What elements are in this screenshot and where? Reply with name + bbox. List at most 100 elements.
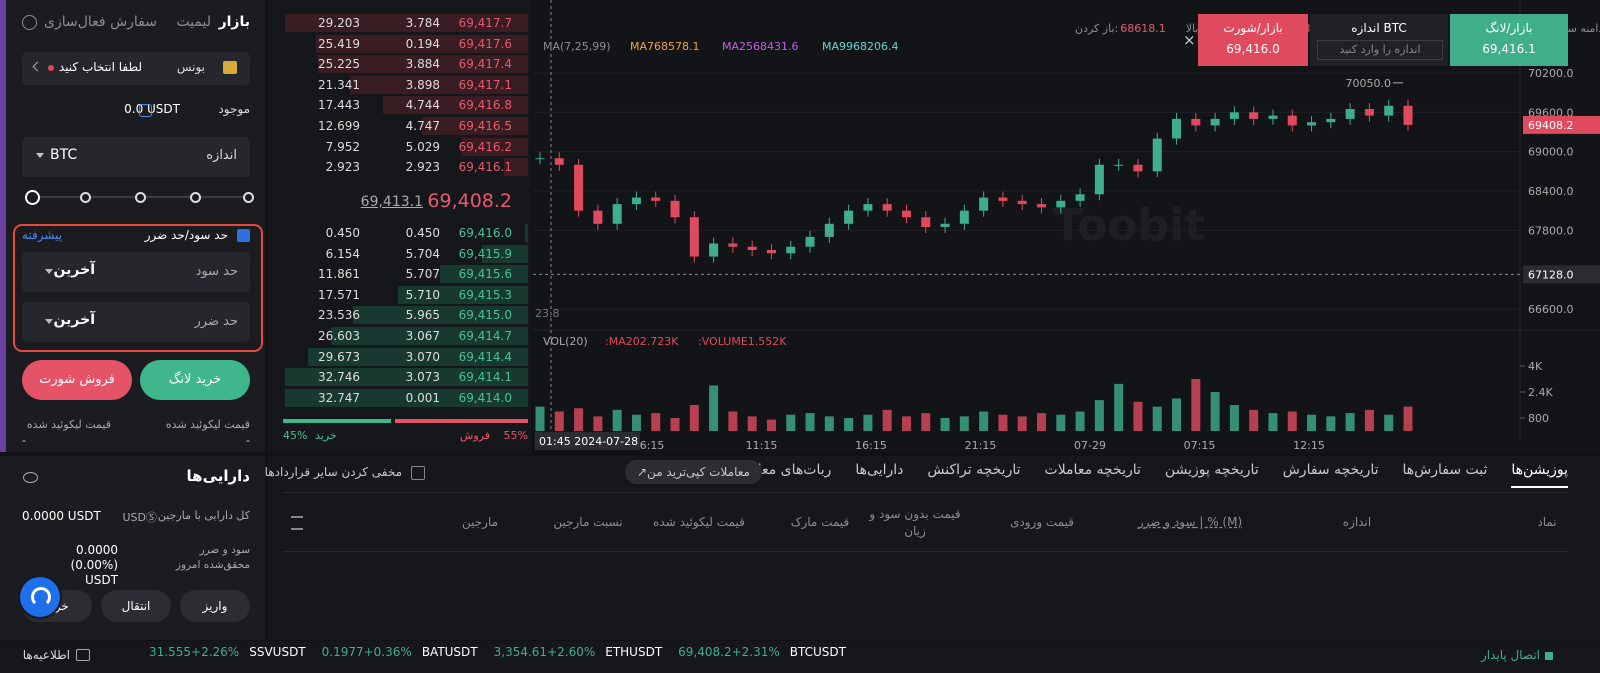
column-header[interactable]: سود و ضرر | % (M) <box>1137 515 1243 529</box>
book-price[interactable]: 69,416.2 <box>458 139 512 154</box>
watermark: Toobit <box>1053 200 1205 251</box>
book-total: 25.419 <box>318 36 360 51</box>
volume-bar <box>921 413 931 431</box>
volume-bar <box>1384 414 1394 431</box>
book-price[interactable]: 69,415.9 <box>458 246 512 261</box>
ticker-item[interactable]: SSVUSDT 31.555+2.26% <box>149 645 306 659</box>
quick-short[interactable] <box>1198 14 1308 66</box>
candle-body <box>979 197 989 211</box>
book-price[interactable]: 69,414.1 <box>458 370 512 385</box>
book-price[interactable]: 69,417.6 <box>458 36 512 51</box>
sell-short-button[interactable]: فروش شورت <box>22 360 132 400</box>
volume-bar <box>979 411 989 431</box>
volume-bar <box>1133 401 1143 431</box>
positions-tab[interactable]: تاریخچه تراکنش <box>927 462 1021 478</box>
volume-bar <box>574 408 584 431</box>
price-type[interactable]: آخرین <box>53 262 95 278</box>
quick-size-input[interactable]: اندازه را وارد کنید <box>1317 40 1443 60</box>
ticker-symbol: BTCUSDT <box>789 645 846 659</box>
positions-tabs: پوزیشن‌ها ثبت سفارش‌ها تاریخچه سفارش تاریخچ… <box>726 462 1568 488</box>
candle-body <box>1114 164 1124 166</box>
candle-body <box>863 204 873 211</box>
tpsl-checkbox[interactable] <box>237 229 250 242</box>
advanced-link[interactable]: پیشرفته <box>22 228 63 242</box>
order-type-tab[interactable]: سفارش فعال‌سازی <box>44 14 157 30</box>
book-price[interactable]: 69,417.4 <box>458 57 512 72</box>
ticker-symbol: ETHUSDT <box>605 645 663 659</box>
book-price[interactable]: 69,416.5 <box>458 119 512 133</box>
order-type-tab[interactable]: بازار <box>218 14 250 30</box>
stop-loss-box[interactable] <box>22 302 250 342</box>
depth-bar <box>422 117 528 135</box>
slider-step[interactable] <box>25 190 40 205</box>
ticker-item[interactable]: BATUSDT 0.1977+0.36% <box>322 645 478 659</box>
candle-body <box>921 217 931 228</box>
last-price: 69,408.2 <box>427 190 512 212</box>
eye-icon[interactable] <box>23 472 38 483</box>
notifications[interactable]: اطلاعیه‌ها <box>22 648 70 662</box>
buy-long-button[interactable]: خرید لانگ <box>140 360 250 400</box>
column-header: مارجین <box>461 515 499 529</box>
crosshair-price-tag <box>1523 265 1600 284</box>
columns-settings-icon[interactable] <box>291 516 303 530</box>
positions-tab[interactable]: ثبت سفارش‌ها <box>1402 462 1488 478</box>
alert-dot <box>48 65 54 71</box>
quick-long[interactable] <box>1450 14 1568 66</box>
book-price[interactable]: 69,416.8 <box>458 98 512 113</box>
low-marker-label: 23.8 <box>535 307 560 320</box>
positions-tab[interactable]: تاریخچه معاملات <box>1044 462 1141 478</box>
candle-body <box>824 223 834 237</box>
quick-short-label: بازار/شورت <box>1223 21 1283 35</box>
column-header: قیمت لیکوئید شده <box>653 515 745 529</box>
info-icon[interactable] <box>22 15 37 30</box>
book-price[interactable]: 69,414.7 <box>458 329 512 343</box>
positions-tab[interactable]: پوزیشن‌ها <box>1511 462 1568 488</box>
asset-action-button[interactable]: واریز <box>180 590 250 622</box>
pnl-label: سود و ضرر محقق‌شده امروز <box>175 544 250 571</box>
positions-panel <box>268 456 1600 640</box>
size-unit[interactable]: BTC <box>50 147 78 163</box>
slider-step[interactable] <box>80 192 91 203</box>
positions-tab[interactable]: تاریخچه سفارش <box>1282 462 1379 478</box>
ticker-item[interactable]: BTCUSDT 69,408.2+2.31% <box>678 645 846 659</box>
book-price[interactable]: 69,417.7 <box>458 16 512 30</box>
book-price[interactable]: 69,415.6 <box>458 267 512 282</box>
book-price[interactable]: 69,416.1 <box>458 160 512 175</box>
transfer-icon[interactable] <box>139 104 152 117</box>
size-box[interactable] <box>22 137 250 177</box>
book-price[interactable]: 69,415.3 <box>458 287 512 302</box>
buy-ratio-bar <box>283 419 392 423</box>
ticker-item[interactable]: ETHUSDT 3,354.61+2.60% <box>494 645 663 659</box>
volume-bar <box>1249 409 1259 431</box>
book-price[interactable]: 69,415.0 <box>458 308 512 323</box>
positions-tab[interactable]: دارایی‌ها <box>855 462 904 478</box>
book-price[interactable]: 69,414.0 <box>458 390 512 405</box>
take-profit-box[interactable] <box>22 252 250 292</box>
book-price[interactable]: 69,414.4 <box>458 349 512 364</box>
bonus-box[interactable] <box>22 52 250 85</box>
bonus-select[interactable]: لطفا انتخاب کنید <box>58 60 142 74</box>
slider-step[interactable] <box>243 192 254 203</box>
candle-body <box>901 210 911 218</box>
depth-bar <box>353 306 528 325</box>
quick-close[interactable]: × <box>1183 31 1196 49</box>
price-type[interactable]: آخرین <box>53 312 95 328</box>
candle-body <box>1152 138 1162 172</box>
x-tick-label: 07:15 <box>1184 439 1216 452</box>
hide-others-checkbox[interactable] <box>411 466 425 480</box>
crosshair-time-label: 01:45 2024-07-28 <box>539 435 638 448</box>
total-label: کل دارایی با مارجین <box>157 509 250 522</box>
book-price[interactable]: 69,417.1 <box>458 77 512 92</box>
slider-step[interactable] <box>135 192 146 203</box>
volume-bar <box>1268 413 1278 431</box>
positions-tab[interactable]: تاریخچه پوزیشن <box>1164 462 1259 478</box>
order-type-tab[interactable]: لیمیت <box>176 14 211 30</box>
slider-step[interactable] <box>190 192 201 203</box>
book-total: 12.699 <box>318 119 360 133</box>
notifications-icon[interactable] <box>76 649 90 661</box>
copy-trade-pill[interactable]: معاملات کپی‌ترید من↗ <box>625 460 762 484</box>
asset-action-button[interactable]: انتقال <box>101 590 171 622</box>
book-price[interactable]: 69,416.0 <box>458 226 512 240</box>
volume-bar <box>1345 413 1355 431</box>
ma-label: MA768578.1 <box>630 40 700 53</box>
